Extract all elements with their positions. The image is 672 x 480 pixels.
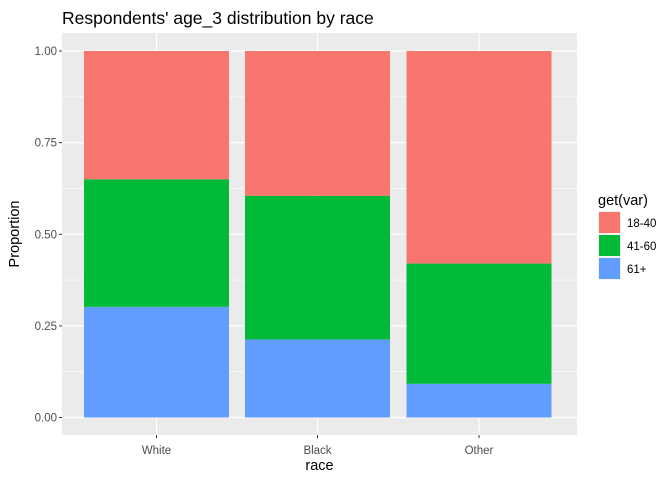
legend-swatch-41-60 bbox=[599, 235, 620, 256]
legend-label: 18-40 bbox=[627, 218, 656, 230]
bar-other-18-40 bbox=[406, 51, 552, 264]
chart-title: Respondents' age_3 distribution by race bbox=[62, 8, 374, 29]
bar-white-41-60 bbox=[84, 179, 229, 307]
bar-black-61plus bbox=[245, 339, 390, 418]
legend-swatch-61plus bbox=[599, 258, 620, 279]
bar-other-41-60 bbox=[406, 263, 552, 384]
y-tick-label: 0.00 bbox=[35, 413, 57, 425]
bar-black-41-60 bbox=[245, 195, 390, 340]
y-tick-label: 0.75 bbox=[35, 138, 57, 150]
legend-title: get(var) bbox=[598, 193, 648, 209]
legend-label: 61+ bbox=[627, 264, 647, 276]
bar-white-18-40 bbox=[84, 51, 229, 180]
y-axis-ticks: 0.00 0.25 0.50 0.75 1.00 bbox=[35, 46, 62, 425]
y-tick-label: 0.50 bbox=[35, 229, 57, 241]
x-tick-label: Other bbox=[465, 445, 494, 457]
bars bbox=[84, 51, 552, 418]
x-tick-label: Black bbox=[303, 445, 331, 457]
y-tick-label: 1.00 bbox=[35, 46, 57, 58]
bar-black-18-40 bbox=[245, 51, 390, 196]
x-tick-label: White bbox=[142, 445, 171, 457]
legend-swatch-18-40 bbox=[599, 212, 620, 233]
x-axis-ticks: White Black Other bbox=[142, 435, 494, 457]
x-axis-title: race bbox=[305, 458, 333, 474]
bar-white-61plus bbox=[84, 306, 229, 418]
y-tick-label: 0.25 bbox=[35, 321, 57, 333]
legend: get(var) 18-40 41-60 61+ bbox=[598, 193, 656, 280]
legend-label: 41-60 bbox=[627, 241, 656, 253]
bar-other-61plus bbox=[406, 383, 552, 418]
y-axis-title: Proportion bbox=[7, 201, 23, 268]
